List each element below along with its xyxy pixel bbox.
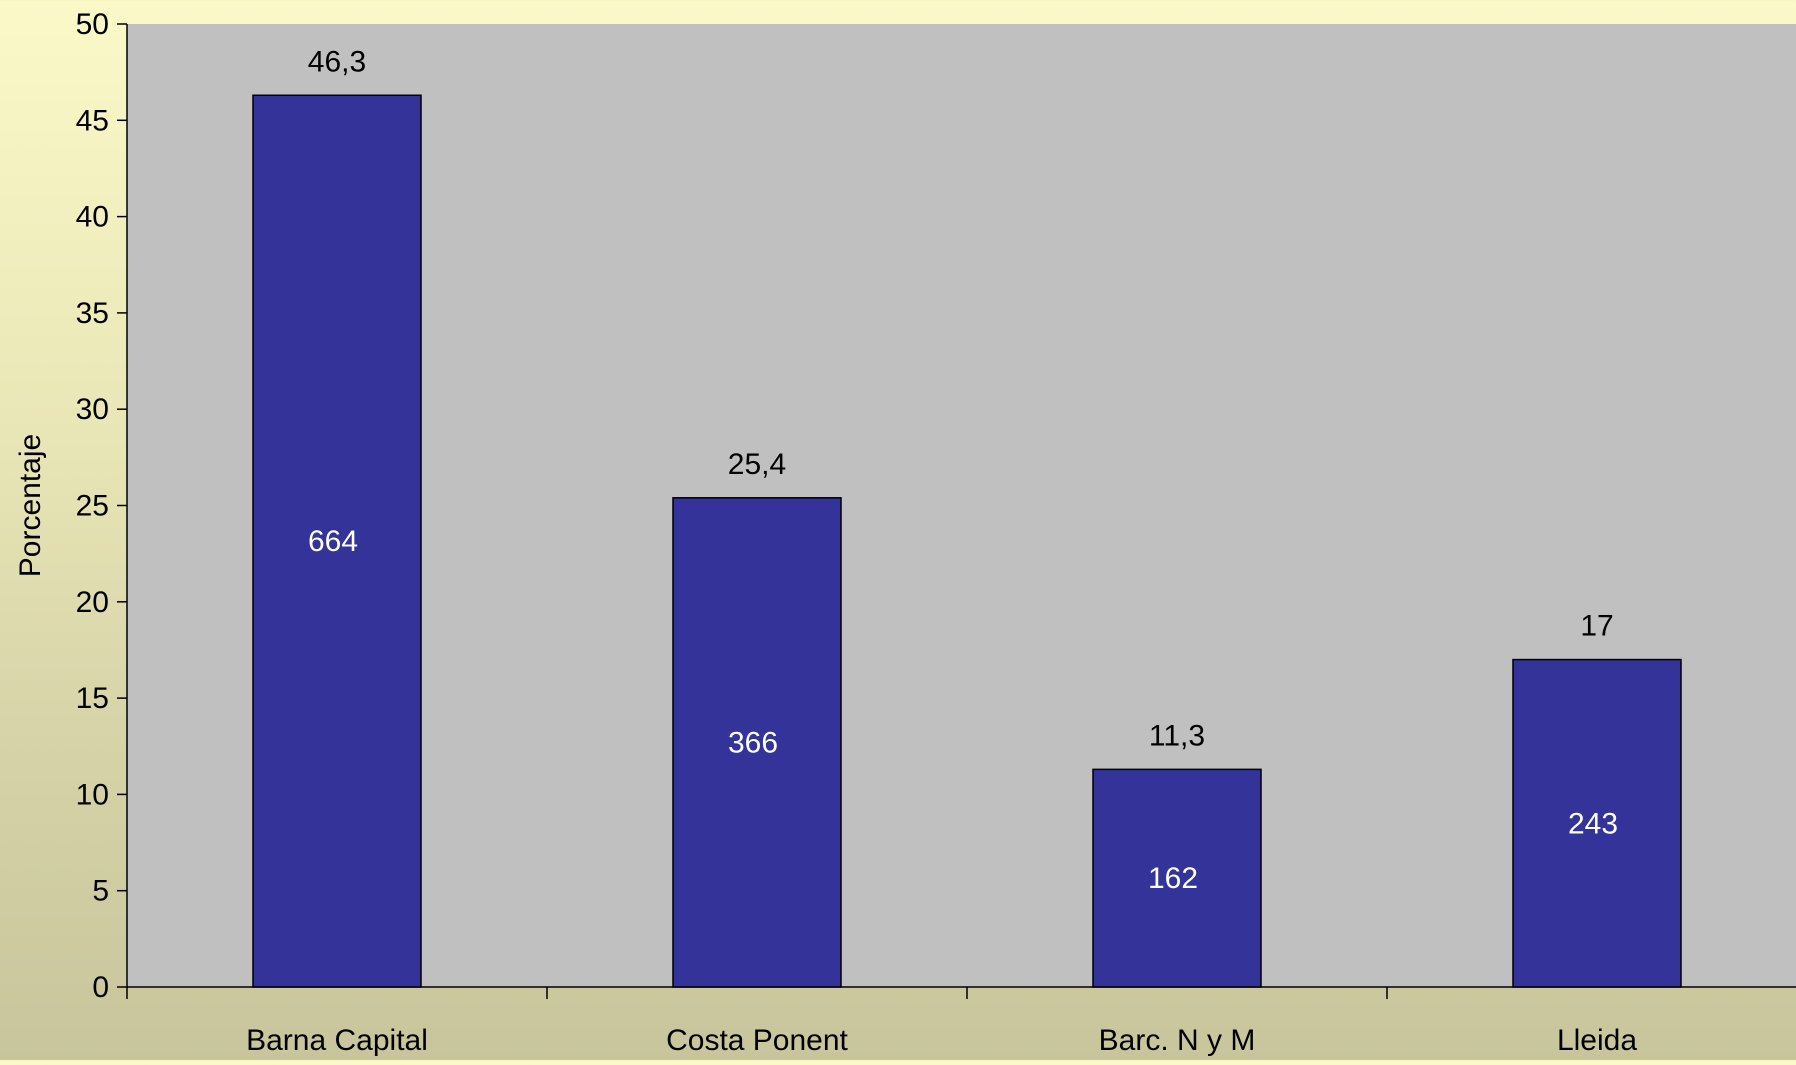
bar-count-label: 162 [1148,862,1198,895]
x-category-label: Barc. N y M [1099,1024,1256,1057]
y-tick-label: 15 [76,682,109,715]
y-axis-title: Porcentaje [14,434,47,577]
x-category-label: Barna Capital [246,1024,428,1057]
y-tick-label: 20 [76,586,109,619]
y-tick-label: 25 [76,490,109,523]
y-tick-label: 40 [76,201,109,234]
bar-value-label: 46,3 [308,45,366,78]
data-labels-group: 46,3 664 25,4 366 11,3 162 17 243 [308,45,1618,895]
bar-count-label: 664 [308,525,358,558]
bar [1092,768,1262,988]
y-tick-label: 50 [76,8,109,41]
bar-value-label: 25,4 [728,448,786,481]
y-tick-label: 10 [76,778,109,811]
bar-value-label: 17 [1580,610,1613,643]
y-tick-label: 30 [76,393,109,426]
y-tick-label: 35 [76,297,109,330]
bar [1512,658,1682,988]
bar [252,94,422,988]
bar-value-label: 11,3 [1149,719,1205,752]
bar [672,497,842,988]
y-tick-label: 45 [76,104,109,137]
bar-count-label: 243 [1568,807,1618,840]
x-category-label: Lleida [1557,1024,1637,1057]
y-tick-label: 5 [92,875,109,908]
y-tick-label: 0 [92,971,109,1004]
y-axis: 0 5 10 15 20 25 30 35 40 45 50 [76,8,128,1004]
x-axis: Barna Capital Costa Ponent Barc. N y M Llei… [126,986,1796,1057]
x-category-label: Costa Ponent [666,1024,848,1057]
bar-count-label: 366 [728,726,778,759]
bars-group [252,94,1682,988]
